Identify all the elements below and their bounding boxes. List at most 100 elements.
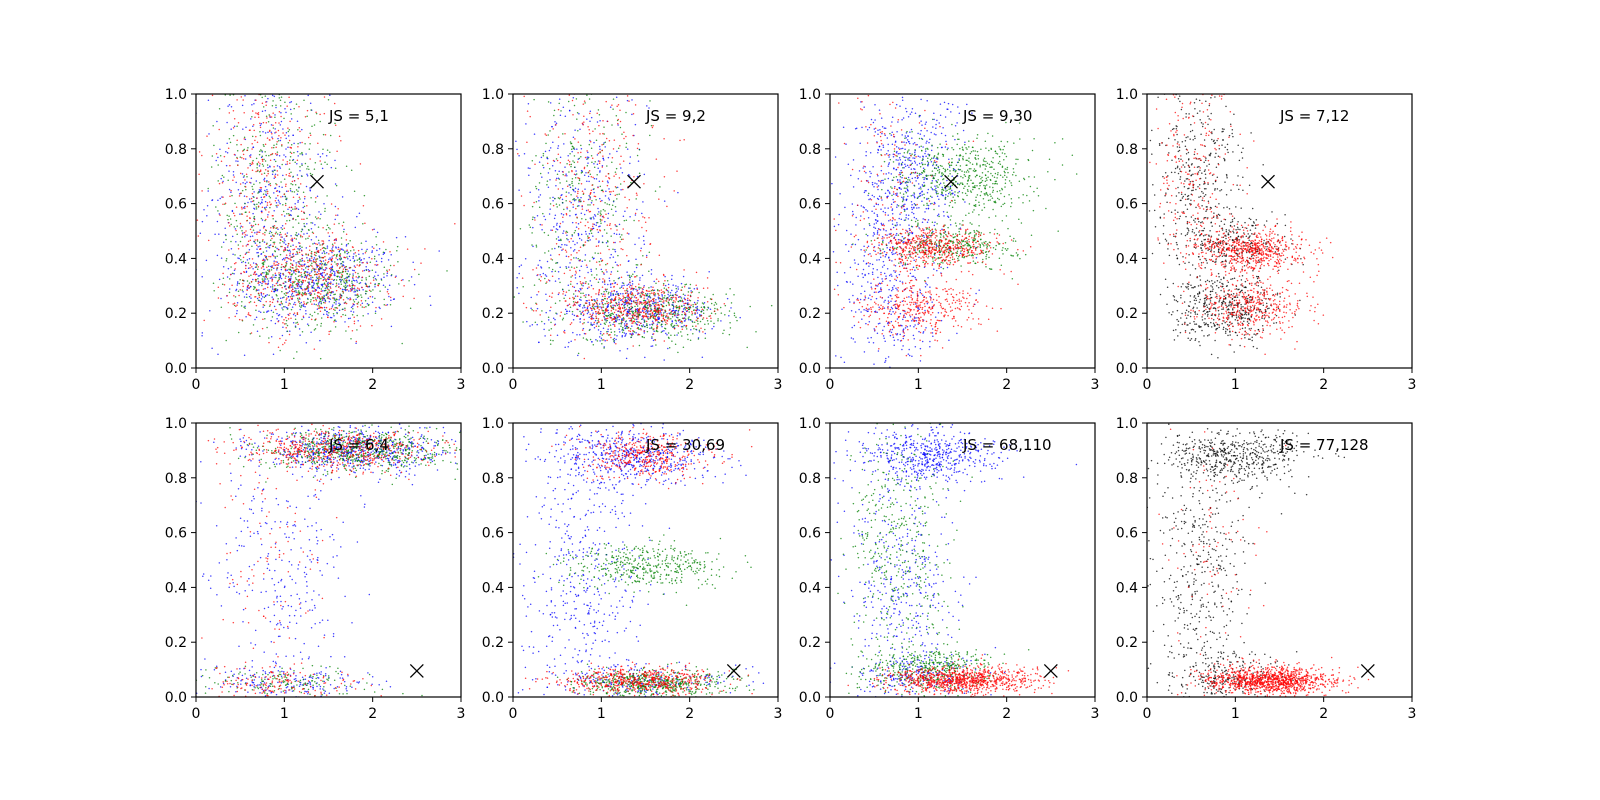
data-point-red [341, 225, 344, 227]
data-point-red [643, 297, 645, 299]
data-point-green [375, 243, 378, 246]
data-point-red [219, 214, 221, 216]
data-point-blue [291, 306, 294, 308]
data-point-blue [573, 249, 576, 251]
data-point-blue [280, 227, 282, 229]
data-point-blue [342, 249, 345, 251]
data-point-red [604, 295, 606, 297]
data-point-red [296, 285, 299, 287]
data-point-red [576, 314, 578, 317]
data-point-blue [624, 335, 626, 337]
data-point-green [281, 228, 284, 231]
data-point-red [281, 144, 283, 146]
data-point-green [719, 306, 722, 309]
data-point-red [317, 307, 320, 310]
data-point-red [332, 297, 334, 299]
data-point-red [275, 131, 277, 133]
data-point-blue [624, 210, 626, 213]
data-point-blue [663, 302, 665, 304]
data-point-blue [592, 235, 594, 237]
data-point-blue [550, 229, 552, 231]
data-point-red [277, 346, 280, 348]
data-point-green [294, 280, 296, 283]
data-point-green [340, 237, 343, 239]
data-point-green [272, 218, 274, 220]
data-point-green [613, 331, 616, 333]
data-point-green [550, 328, 553, 330]
data-point-blue [526, 320, 528, 323]
data-point-blue [321, 167, 324, 170]
data-point-blue [278, 154, 281, 157]
data-point-blue [610, 294, 612, 297]
data-point-red [351, 276, 354, 279]
data-point-blue [244, 94, 246, 97]
data-point-green [336, 312, 338, 315]
data-point-blue [537, 188, 540, 191]
data-point-green [313, 268, 316, 270]
data-point-red [241, 208, 243, 210]
data-point-red [228, 225, 231, 227]
data-point-blue [593, 191, 595, 194]
data-point-blue [653, 280, 655, 283]
data-point-blue [285, 131, 288, 134]
data-point-blue [285, 301, 287, 303]
data-point-green [623, 307, 626, 309]
data-point-green [263, 296, 266, 299]
data-point-red [261, 158, 264, 161]
data-point-red [234, 315, 236, 318]
data-point-green [722, 332, 724, 335]
data-point-blue [260, 188, 262, 191]
data-point-blue [338, 283, 340, 285]
data-point-green [668, 303, 670, 305]
data-point-red [255, 135, 257, 138]
data-point-blue [332, 270, 335, 272]
data-point-blue [286, 246, 289, 248]
data-point-blue [271, 173, 274, 175]
data-point-green [227, 218, 229, 221]
data-point-red [687, 294, 689, 296]
data-point-red [257, 113, 260, 116]
data-point-green [555, 238, 558, 240]
data-point-red [296, 268, 298, 270]
data-point-green [556, 206, 558, 208]
data-point-blue [235, 181, 237, 184]
data-point-blue [543, 328, 545, 331]
data-point-green [275, 231, 277, 234]
data-point-red [684, 313, 687, 315]
data-point-red [625, 308, 628, 310]
data-point-blue [664, 284, 667, 287]
data-point-blue [548, 149, 551, 152]
data-point-blue [224, 227, 226, 230]
data-point-green [646, 294, 648, 297]
data-point-blue [643, 285, 645, 287]
data-point-blue [726, 297, 729, 300]
data-point-red [359, 304, 362, 306]
data-point-green [225, 259, 227, 262]
data-point-green [616, 304, 619, 307]
data-point-red [635, 303, 638, 306]
data-point-red [613, 289, 615, 292]
data-point-green [272, 146, 275, 149]
data-point-blue [258, 189, 261, 191]
data-point-green [270, 231, 273, 234]
y-tick-label: 0.8 [165, 142, 187, 158]
data-point-red [262, 238, 264, 241]
data-point-green [559, 281, 561, 284]
data-point-red [631, 314, 633, 316]
data-point-red [627, 295, 630, 298]
data-point-red [636, 311, 639, 314]
data-point-blue [271, 284, 274, 286]
data-point-blue [233, 125, 236, 127]
data-point-green [340, 271, 342, 274]
data-point-green [290, 113, 292, 115]
data-point-red [623, 137, 625, 140]
data-point-red [629, 330, 632, 333]
data-point-red [581, 287, 583, 290]
data-point-green [628, 279, 631, 281]
data-point-blue [518, 155, 520, 157]
data-point-green [348, 275, 350, 277]
data-point-blue [238, 257, 240, 260]
data-point-blue [650, 314, 652, 316]
data-point-blue [607, 305, 609, 308]
data-point-blue [284, 306, 286, 308]
